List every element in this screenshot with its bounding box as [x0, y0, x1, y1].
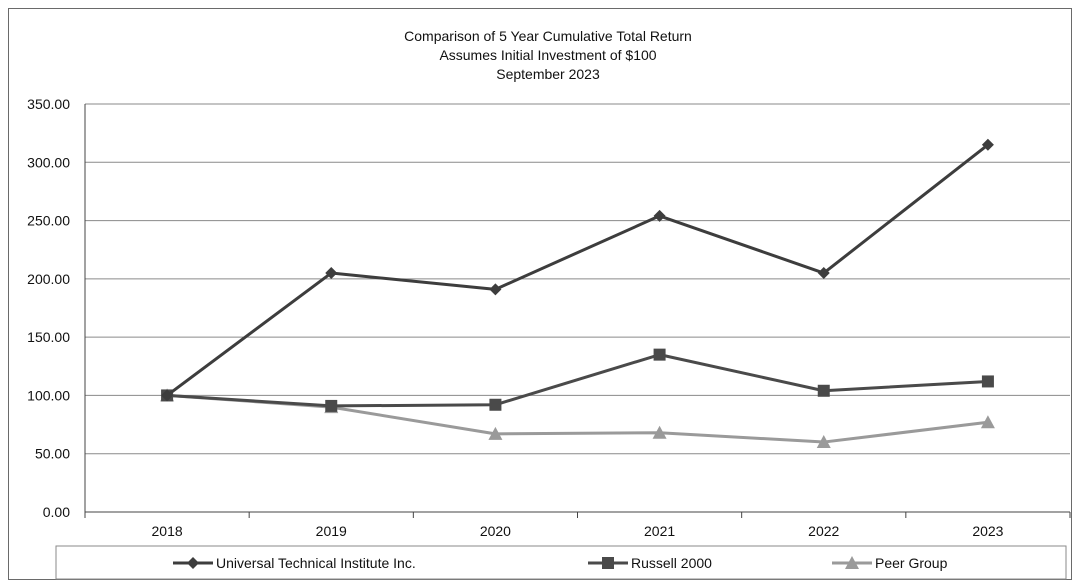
legend-marker-triangle	[845, 556, 859, 569]
legend-marker-diamond	[187, 557, 199, 569]
y-tick-label: 100.00	[27, 387, 70, 403]
x-tick-label: 2018	[152, 523, 183, 539]
series-layer	[160, 138, 995, 449]
data-point-diamond	[981, 138, 994, 151]
data-point-triangle	[488, 426, 503, 440]
series-line	[166, 353, 989, 408]
y-axis-ticks: 0.00 50.00 100.00 150.00 200.00 250.00 300.00 3…	[27, 96, 70, 520]
data-point-diamond	[817, 267, 830, 280]
data-point-diamond	[161, 389, 174, 402]
y-tick-label: 0.00	[43, 504, 70, 520]
plot-area	[84, 104, 1070, 513]
x-tick-label: 2021	[644, 523, 675, 539]
data-point-triangle	[816, 435, 831, 449]
data-point-square	[653, 348, 666, 361]
series-line	[166, 143, 989, 397]
chart-subtitle-line-2: September 2023	[496, 66, 600, 82]
x-tick-label: 2022	[808, 523, 839, 539]
data-point-square	[981, 375, 994, 388]
x-axis-ticks: 2018 2019 2020 2021 2022 2023	[84, 512, 1071, 539]
legend-marker-square	[602, 557, 614, 569]
x-tick-label: 2019	[316, 523, 347, 539]
y-tick-label: 50.00	[35, 446, 70, 462]
legend-label: Peer Group	[875, 555, 948, 571]
y-tick-label: 300.00	[27, 154, 70, 170]
data-point-square	[325, 399, 338, 412]
legend-label: Universal Technical Institute Inc.	[216, 555, 416, 571]
y-tick-label: 200.00	[27, 271, 70, 287]
legend-box	[55, 545, 1067, 580]
data-point-diamond	[489, 283, 502, 296]
series-triangle	[160, 388, 995, 449]
gridlines	[85, 103, 1070, 513]
y-tick-label: 250.00	[27, 213, 70, 229]
chart-subtitle-line-1: Assumes Initial Investment of $100	[439, 47, 656, 63]
series-diamond	[161, 138, 994, 402]
y-tick-label: 150.00	[27, 329, 70, 345]
x-tick-label: 2023	[972, 523, 1003, 539]
x-tick-label: 2020	[480, 523, 511, 539]
data-point-square	[817, 384, 830, 397]
chart-title-line: Comparison of 5 Year Cumulative Total Re…	[404, 28, 692, 44]
series-square	[161, 348, 994, 412]
chart-title: Comparison of 5 Year Cumulative Total Re…	[404, 28, 692, 82]
data-point-triangle	[980, 415, 995, 429]
legend-label: Russell 2000	[631, 555, 712, 571]
data-point-triangle	[652, 425, 667, 439]
data-point-square	[489, 398, 502, 411]
chart-frame	[8, 8, 1072, 580]
legend: Universal Technical Institute Inc. Russel…	[55, 545, 1067, 580]
data-point-diamond	[325, 267, 338, 280]
data-point-diamond	[653, 209, 666, 222]
y-tick-label: 350.00	[27, 96, 70, 112]
